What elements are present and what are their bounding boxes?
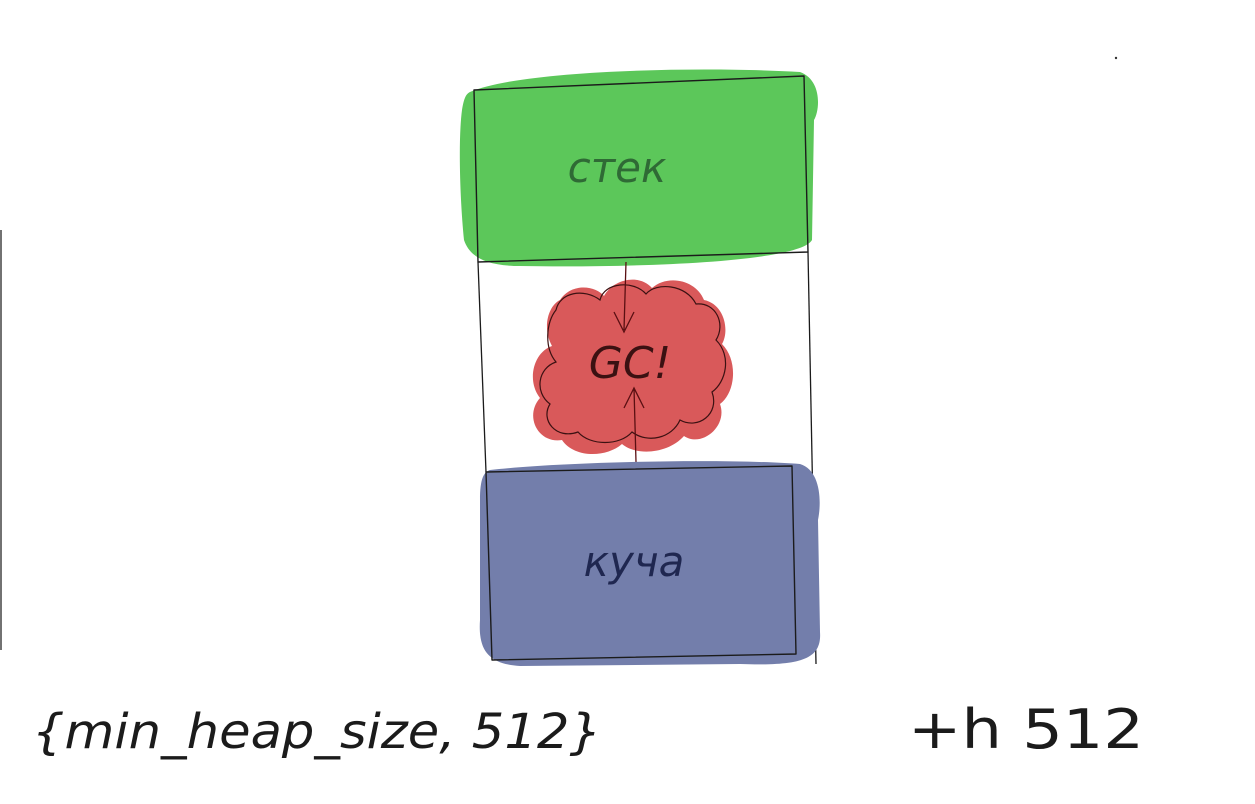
heap-label: куча <box>584 537 685 586</box>
arrow-down-from-stack <box>613 261 635 334</box>
gc-cloud-outline <box>539 284 727 443</box>
heap-outline <box>485 465 797 661</box>
arrow-up-from-heap <box>623 386 645 463</box>
heap-fill <box>479 461 821 666</box>
stray-dot <box>1114 56 1118 60</box>
gc-cloud-fill <box>532 279 734 455</box>
heap-block: куча <box>479 461 821 666</box>
config-text: {min_heap_size, 512} <box>32 704 602 760</box>
gc-label: GC! <box>589 338 671 389</box>
column-left-line <box>477 261 487 473</box>
gc-cloud: GC! <box>532 261 734 463</box>
stack-label: стек <box>568 143 667 192</box>
suffix-text: +h 512 <box>908 698 1144 761</box>
stack-fill <box>459 69 819 267</box>
stack-block: стек <box>459 69 819 267</box>
